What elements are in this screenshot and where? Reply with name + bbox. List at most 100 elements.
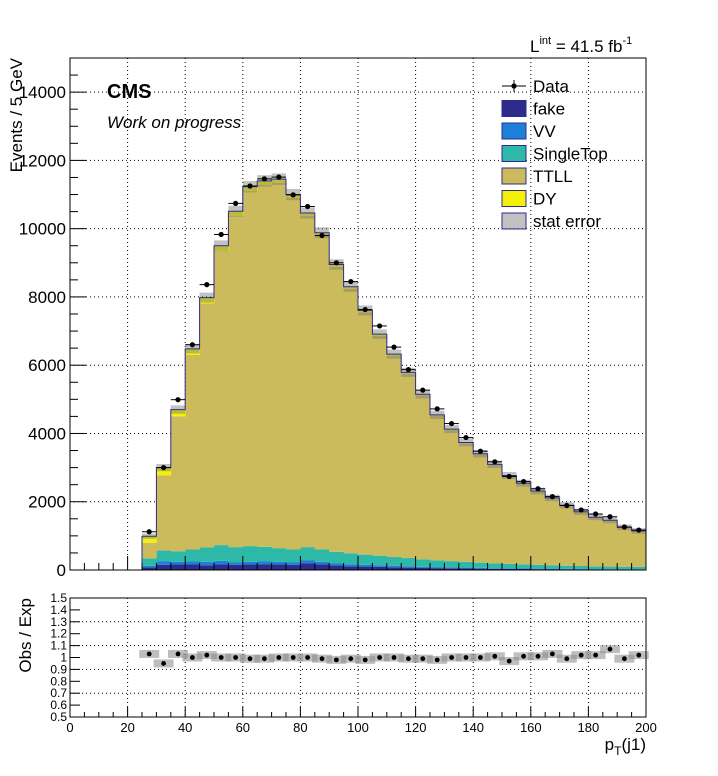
bar-SingleTop [631, 566, 647, 570]
data-point [521, 478, 527, 485]
legend-label: fake [533, 100, 565, 119]
bar-VV [314, 561, 330, 565]
ratio-y-tick-label: 1.4 [50, 603, 67, 617]
bar-SingleTop [271, 548, 287, 562]
ratio-plot: 0.50.60.70.80.911.11.21.31.41.5 0 20 40 60 8… [16, 591, 657, 758]
bar-fake [314, 564, 330, 570]
bar-SingleTop [386, 557, 402, 566]
ratio-point [506, 658, 512, 664]
bar-VV [185, 561, 200, 565]
data-point [261, 176, 267, 182]
data-point [463, 434, 469, 441]
bar-fake [271, 564, 287, 570]
x-tick-label: 180 [578, 720, 600, 735]
bar-TTLL [185, 354, 200, 550]
ratio-points [139, 645, 649, 668]
ratio-point [578, 652, 584, 658]
bar-SingleTop [156, 550, 172, 562]
ratio-y-axis-title: Obs / Exp [16, 598, 35, 673]
ratio-point [233, 655, 239, 660]
bar-SingleTop [530, 564, 546, 569]
bar-VV [142, 565, 157, 568]
bar-DY [401, 372, 416, 374]
ratio-point [348, 656, 354, 662]
bar-fake [228, 564, 244, 570]
bar-SingleTop [458, 561, 474, 568]
bar-SingleTop [228, 547, 244, 563]
ratio-point [175, 651, 181, 657]
bar-TTLL [602, 520, 618, 567]
bar-SingleTop [185, 549, 200, 562]
legend-swatch-stat-error [501, 212, 527, 230]
y-tick-label: 10000 [19, 220, 66, 239]
legend-data-marker [511, 83, 517, 89]
ratio-y-tick-label: 1 [60, 651, 67, 665]
status-label: Work on progress [107, 113, 242, 132]
bar-DY [343, 286, 359, 289]
legend-swatch-DY [501, 190, 527, 207]
bar-VV [257, 561, 272, 565]
bar-VV [458, 567, 474, 569]
bar-TTLL [487, 465, 503, 564]
main-axis-ticks [69, 57, 647, 571]
bar-VV [473, 567, 488, 569]
data-point [189, 342, 195, 348]
bar-VV [271, 561, 287, 565]
legend-swatch-TTLL [501, 167, 527, 185]
bar-VV [286, 562, 301, 565]
bar-TTLL [156, 475, 172, 551]
data-point [449, 420, 455, 427]
y-tick-label: 2000 [28, 493, 66, 512]
bar-VV [516, 568, 532, 569]
bar-fake [199, 565, 215, 570]
ratio-point [262, 656, 267, 662]
bar-fake [343, 566, 359, 570]
bar-TTLL [329, 266, 344, 552]
x-tick-label: 140 [462, 720, 484, 735]
ratio-y-tick-label: 0.8 [50, 674, 67, 688]
data-point [146, 529, 152, 535]
x-tick-label: 80 [293, 720, 307, 735]
data-point [377, 323, 383, 329]
data-point [333, 260, 339, 266]
bar-TTLL [458, 443, 474, 562]
data-point [391, 344, 397, 350]
bar-TTLL [228, 216, 244, 548]
bar-TTLL [199, 303, 215, 548]
bar-DY [170, 409, 186, 417]
bar-VV [386, 565, 402, 568]
bar-DY [142, 536, 157, 543]
bar-fake [170, 564, 186, 570]
bar-TTLL [631, 531, 647, 567]
ratio-point [434, 657, 440, 663]
bar-SingleTop [343, 553, 359, 565]
y-tick-label: 8000 [28, 288, 66, 307]
bar-fake [214, 564, 229, 570]
data-point [636, 527, 642, 533]
ratio-point [478, 655, 483, 660]
data-point [492, 459, 498, 465]
bar-VV [300, 560, 316, 564]
ratio-y-tick-label: 0.5 [50, 710, 67, 724]
bar-SingleTop [415, 559, 431, 567]
main-y-axis-title: Events / 5 GeV [7, 57, 26, 172]
legend-swatch-VV [501, 122, 527, 140]
bar-VV [343, 564, 359, 567]
y-tick-label: 6000 [28, 356, 66, 375]
bar-DY [430, 414, 445, 416]
bar-TTLL [588, 517, 604, 567]
bar-VV [228, 562, 244, 565]
data-point [405, 367, 411, 373]
bar-VV [156, 561, 172, 565]
ratio-plot-frame [69, 597, 647, 718]
bar-VV [329, 563, 344, 566]
bar-fake [300, 563, 316, 570]
bar-SingleTop [358, 554, 373, 565]
bar-SingleTop [588, 566, 604, 570]
bar-VV [372, 565, 388, 567]
bar-TTLL [430, 415, 445, 561]
bar-TTLL [415, 395, 431, 560]
bar-SingleTop [199, 547, 215, 562]
bar-TTLL [386, 355, 402, 558]
bar-TTLL [257, 184, 272, 547]
